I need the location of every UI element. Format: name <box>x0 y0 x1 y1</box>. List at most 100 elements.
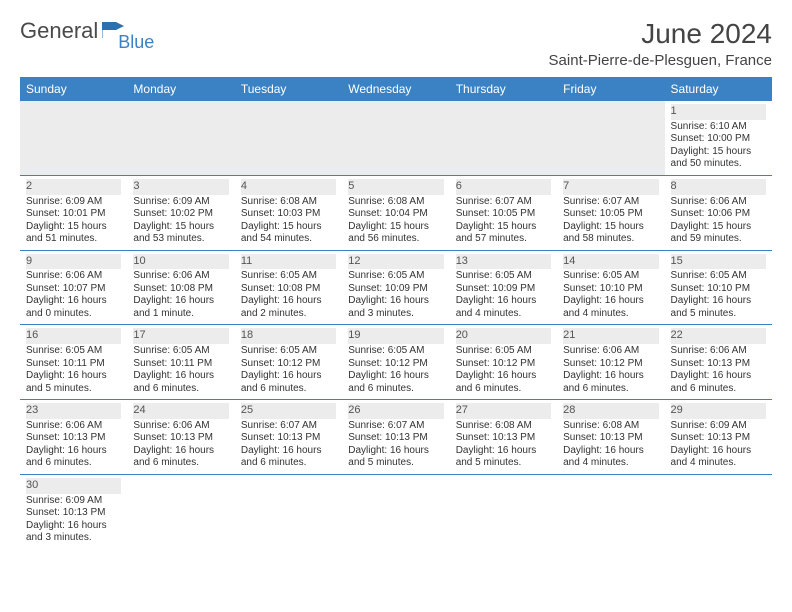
daylight-text: and 1 minute. <box>133 308 228 321</box>
daylight-text: Daylight: 15 hours <box>241 221 336 234</box>
calendar-cell <box>235 101 342 175</box>
calendar-cell <box>450 101 557 175</box>
daylight-text: and 6 minutes. <box>133 457 228 470</box>
sunset-text: Sunset: 10:02 PM <box>133 208 228 221</box>
calendar-cell: 2Sunrise: 6:09 AMSunset: 10:01 PMDayligh… <box>20 175 127 250</box>
daylight-text: and 6 minutes. <box>133 383 228 396</box>
day-number: 12 <box>348 254 443 270</box>
daylight-text: and 6 minutes. <box>671 383 766 396</box>
daylight-text: and 57 minutes. <box>456 233 551 246</box>
sunset-text: Sunset: 10:08 PM <box>133 283 228 296</box>
day-number: 30 <box>26 478 121 494</box>
daylight-text: and 54 minutes. <box>241 233 336 246</box>
calendar-cell: 28Sunrise: 6:08 AMSunset: 10:13 PMDaylig… <box>557 400 664 475</box>
calendar-cell <box>557 474 664 548</box>
daylight-text: Daylight: 15 hours <box>563 221 658 234</box>
day-number: 24 <box>133 403 228 419</box>
location: Saint-Pierre-de-Plesguen, France <box>549 52 772 69</box>
daylight-text: Daylight: 16 hours <box>26 295 121 308</box>
sunset-text: Sunset: 10:00 PM <box>671 133 766 146</box>
sunrise-text: Sunrise: 6:09 AM <box>133 196 228 209</box>
sunset-text: Sunset: 10:13 PM <box>133 432 228 445</box>
calendar-cell: 1Sunrise: 6:10 AMSunset: 10:00 PMDayligh… <box>665 101 772 175</box>
daylight-text: and 6 minutes. <box>456 383 551 396</box>
sunset-text: Sunset: 10:08 PM <box>241 283 336 296</box>
sunrise-text: Sunrise: 6:05 AM <box>348 345 443 358</box>
calendar-cell: 4Sunrise: 6:08 AMSunset: 10:03 PMDayligh… <box>235 175 342 250</box>
logo-text-general: General <box>20 18 98 44</box>
sunrise-text: Sunrise: 6:07 AM <box>563 196 658 209</box>
sunset-text: Sunset: 10:12 PM <box>348 358 443 371</box>
calendar-cell <box>665 474 772 548</box>
daylight-text: and 4 minutes. <box>563 308 658 321</box>
daylight-text: and 5 minutes. <box>456 457 551 470</box>
calendar-cell: 3Sunrise: 6:09 AMSunset: 10:02 PMDayligh… <box>127 175 234 250</box>
daylight-text: Daylight: 16 hours <box>348 295 443 308</box>
sunset-text: Sunset: 10:11 PM <box>133 358 228 371</box>
month-title: June 2024 <box>549 18 772 50</box>
day-header-row: Sunday Monday Tuesday Wednesday Thursday… <box>20 77 772 101</box>
daylight-text: Daylight: 15 hours <box>671 146 766 159</box>
day-number: 2 <box>26 179 121 195</box>
calendar-cell: 20Sunrise: 6:05 AMSunset: 10:12 PMDaylig… <box>450 325 557 400</box>
day-number: 20 <box>456 328 551 344</box>
sunrise-text: Sunrise: 6:08 AM <box>348 196 443 209</box>
sunset-text: Sunset: 10:10 PM <box>671 283 766 296</box>
day-number: 28 <box>563 403 658 419</box>
calendar-cell: 30Sunrise: 6:09 AMSunset: 10:13 PMDaylig… <box>20 474 127 548</box>
sunset-text: Sunset: 10:13 PM <box>348 432 443 445</box>
sunrise-text: Sunrise: 6:06 AM <box>26 270 121 283</box>
daylight-text: Daylight: 16 hours <box>348 370 443 383</box>
sunrise-text: Sunrise: 6:08 AM <box>563 420 658 433</box>
day-number: 10 <box>133 254 228 270</box>
sunrise-text: Sunrise: 6:09 AM <box>26 196 121 209</box>
daylight-text: Daylight: 15 hours <box>456 221 551 234</box>
daylight-text: and 6 minutes. <box>26 457 121 470</box>
daylight-text: Daylight: 16 hours <box>456 295 551 308</box>
calendar-cell <box>557 101 664 175</box>
daylight-text: and 5 minutes. <box>348 457 443 470</box>
daylight-text: and 5 minutes. <box>671 308 766 321</box>
daylight-text: Daylight: 15 hours <box>26 221 121 234</box>
day-number: 11 <box>241 254 336 270</box>
day-number: 4 <box>241 179 336 195</box>
calendar-cell: 15Sunrise: 6:05 AMSunset: 10:10 PMDaylig… <box>665 250 772 325</box>
calendar-cell: 11Sunrise: 6:05 AMSunset: 10:08 PMDaylig… <box>235 250 342 325</box>
sunrise-text: Sunrise: 6:06 AM <box>563 345 658 358</box>
daylight-text: and 6 minutes. <box>348 383 443 396</box>
daylight-text: and 50 minutes. <box>671 158 766 171</box>
sunset-text: Sunset: 10:13 PM <box>26 507 121 520</box>
sunset-text: Sunset: 10:13 PM <box>241 432 336 445</box>
day-header: Tuesday <box>235 77 342 101</box>
day-header: Thursday <box>450 77 557 101</box>
calendar-table: Sunday Monday Tuesday Wednesday Thursday… <box>20 77 772 549</box>
daylight-text: Daylight: 16 hours <box>133 445 228 458</box>
calendar-cell <box>127 474 234 548</box>
sunrise-text: Sunrise: 6:05 AM <box>563 270 658 283</box>
day-number: 21 <box>563 328 658 344</box>
daylight-text: and 4 minutes. <box>456 308 551 321</box>
calendar-cell: 29Sunrise: 6:09 AMSunset: 10:13 PMDaylig… <box>665 400 772 475</box>
sunrise-text: Sunrise: 6:05 AM <box>241 345 336 358</box>
calendar-cell: 25Sunrise: 6:07 AMSunset: 10:13 PMDaylig… <box>235 400 342 475</box>
sunrise-text: Sunrise: 6:06 AM <box>26 420 121 433</box>
sunrise-text: Sunrise: 6:07 AM <box>456 196 551 209</box>
daylight-text: and 53 minutes. <box>133 233 228 246</box>
sunrise-text: Sunrise: 6:08 AM <box>241 196 336 209</box>
calendar-cell <box>450 474 557 548</box>
daylight-text: Daylight: 16 hours <box>563 370 658 383</box>
sunset-text: Sunset: 10:06 PM <box>671 208 766 221</box>
daylight-text: and 2 minutes. <box>241 308 336 321</box>
sunset-text: Sunset: 10:11 PM <box>26 358 121 371</box>
calendar-cell: 6Sunrise: 6:07 AMSunset: 10:05 PMDayligh… <box>450 175 557 250</box>
sunrise-text: Sunrise: 6:05 AM <box>241 270 336 283</box>
calendar-cell: 19Sunrise: 6:05 AMSunset: 10:12 PMDaylig… <box>342 325 449 400</box>
day-number: 22 <box>671 328 766 344</box>
calendar-cell <box>20 101 127 175</box>
day-header: Monday <box>127 77 234 101</box>
daylight-text: and 4 minutes. <box>671 457 766 470</box>
calendar-cell: 24Sunrise: 6:06 AMSunset: 10:13 PMDaylig… <box>127 400 234 475</box>
sunset-text: Sunset: 10:13 PM <box>671 358 766 371</box>
sunrise-text: Sunrise: 6:05 AM <box>456 345 551 358</box>
calendar-cell <box>342 101 449 175</box>
